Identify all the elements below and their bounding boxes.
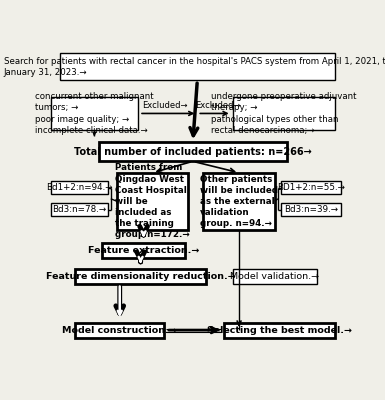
Text: Feature extraction.→: Feature extraction.→ xyxy=(88,246,199,255)
Text: BD1+2:n=55.→: BD1+2:n=55.→ xyxy=(277,183,345,192)
Text: Excluded→: Excluded→ xyxy=(142,101,187,110)
FancyBboxPatch shape xyxy=(281,203,340,216)
Text: Search for patients with rectal cancer in the hospital's PACS system from April : Search for patients with rectal cancer i… xyxy=(4,57,385,77)
FancyBboxPatch shape xyxy=(224,323,335,338)
Text: undergone preoperative adjuvant
therapy; →
pathological types other than
rectal : undergone preoperative adjuvant therapy;… xyxy=(211,92,357,134)
FancyBboxPatch shape xyxy=(233,269,316,284)
Text: Other patients
will be included
as the external
validation
group. n=94.→: Other patients will be included as the e… xyxy=(200,174,278,228)
Text: Model validation.→: Model validation.→ xyxy=(230,272,320,281)
FancyBboxPatch shape xyxy=(102,243,186,258)
Text: Bd3:n=39.→: Bd3:n=39.→ xyxy=(284,205,338,214)
FancyBboxPatch shape xyxy=(51,97,138,130)
Text: Total number of included patients: n=266→: Total number of included patients: n=266… xyxy=(74,147,312,157)
Text: concurrent other malignant
tumors; →
poor image quality; →
incomplete clinical d: concurrent other malignant tumors; → poo… xyxy=(35,92,154,134)
Text: Bd1+2:n=94.→: Bd1+2:n=94.→ xyxy=(46,183,113,192)
Text: Bd3:n=78.→: Bd3:n=78.→ xyxy=(52,205,107,214)
FancyBboxPatch shape xyxy=(233,97,335,130)
Text: Selecting the best model.→: Selecting the best model.→ xyxy=(207,326,352,335)
FancyBboxPatch shape xyxy=(75,269,206,284)
Text: Patients from
Qingdao West
Coast Hospital
will be
included as
the training
group: Patients from Qingdao West Coast Hospita… xyxy=(115,164,190,239)
FancyBboxPatch shape xyxy=(117,173,188,230)
Text: Model construction.→: Model construction.→ xyxy=(62,326,177,335)
FancyBboxPatch shape xyxy=(203,173,275,230)
FancyBboxPatch shape xyxy=(51,181,108,194)
FancyBboxPatch shape xyxy=(75,323,164,338)
FancyBboxPatch shape xyxy=(51,203,108,216)
FancyBboxPatch shape xyxy=(60,53,335,80)
FancyBboxPatch shape xyxy=(281,181,340,194)
Text: Feature dimensionality reduction.→: Feature dimensionality reduction.→ xyxy=(46,272,236,281)
FancyBboxPatch shape xyxy=(99,142,287,161)
Text: Excluded→: Excluded→ xyxy=(196,101,241,110)
